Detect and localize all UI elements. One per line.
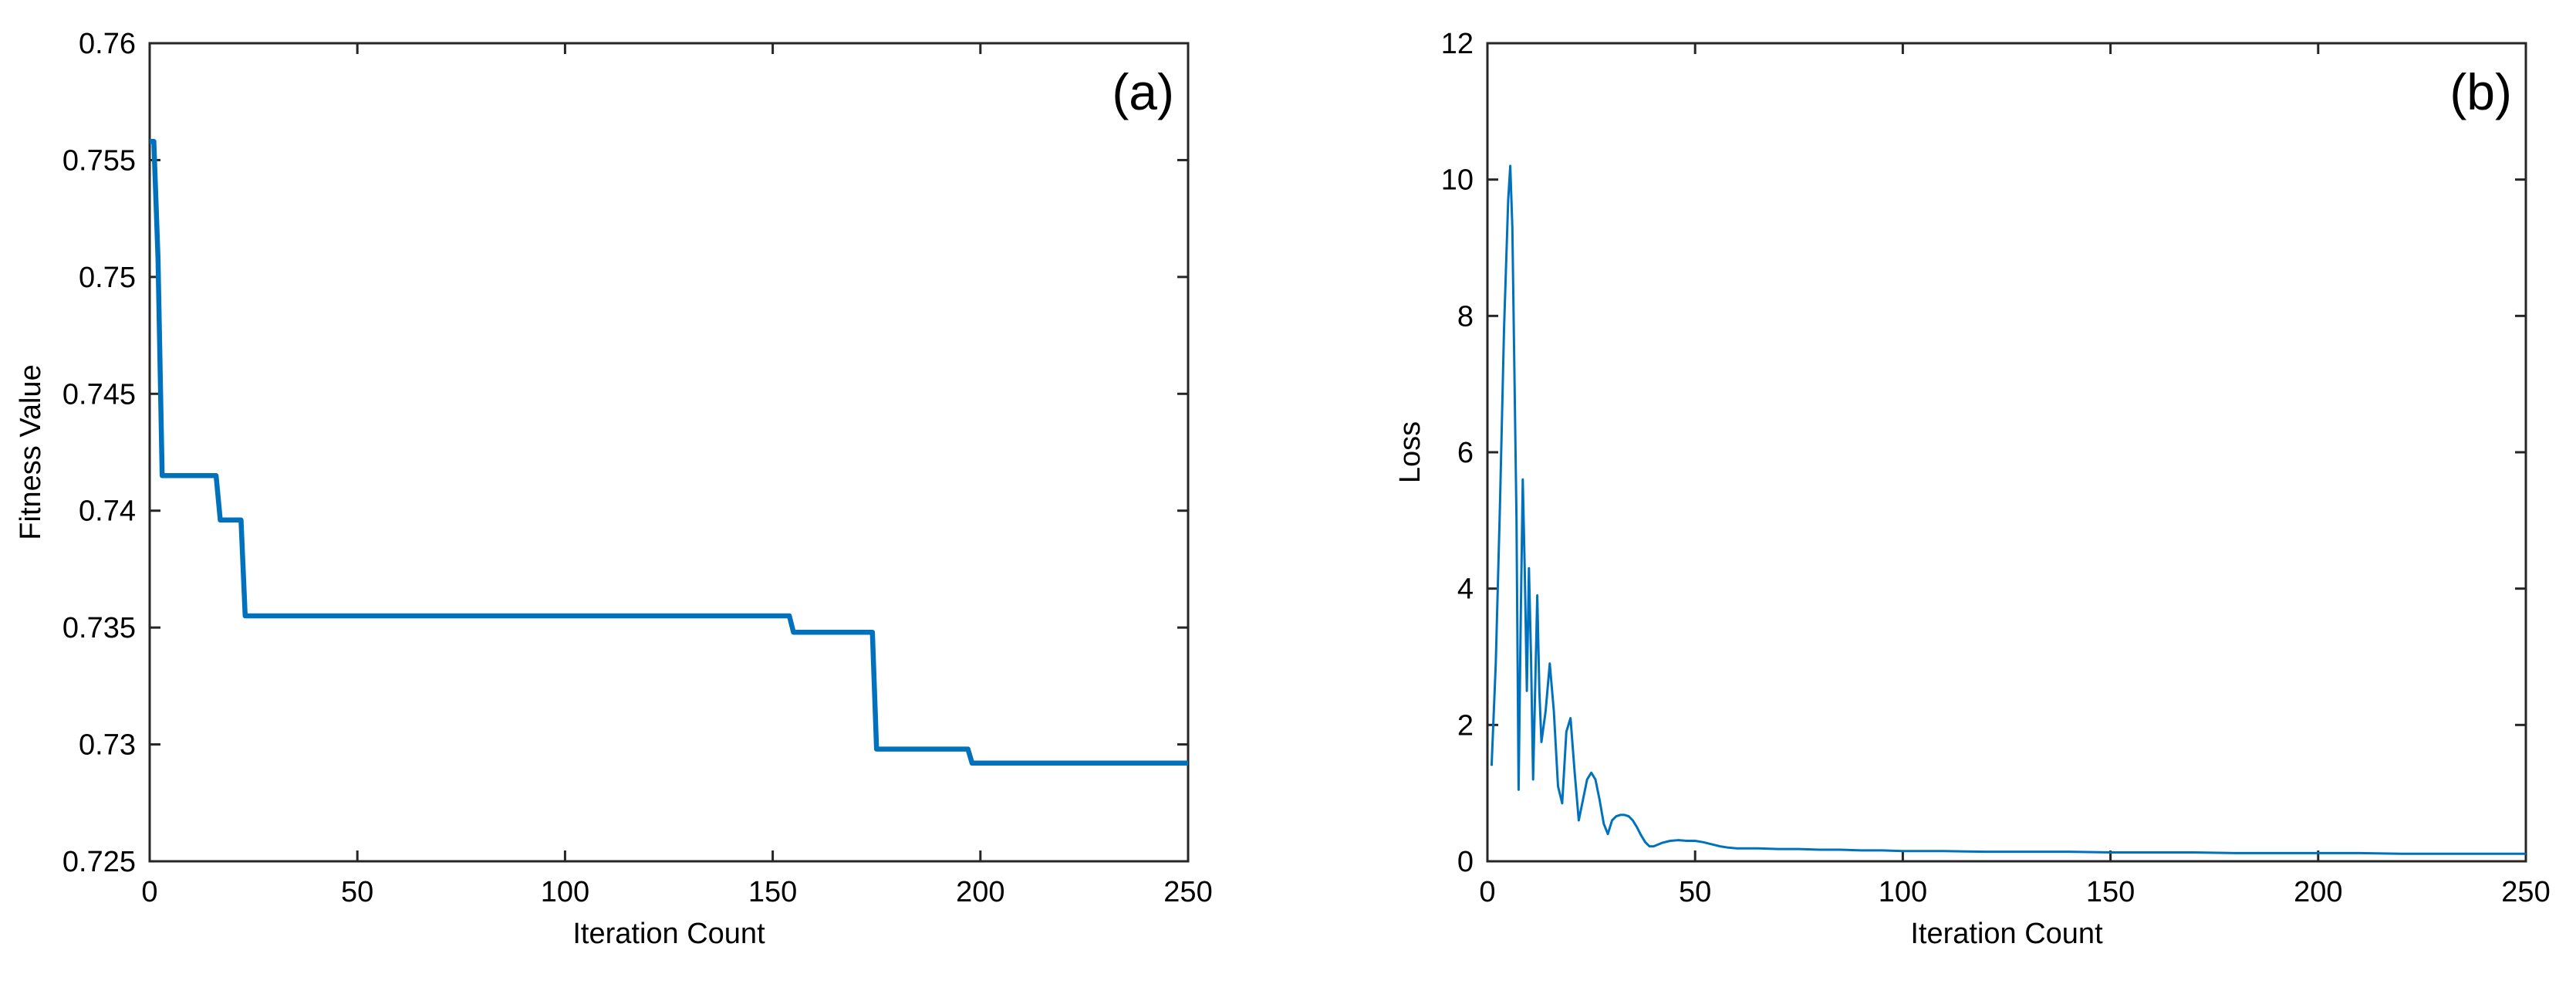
x-tick-label: 150 [2086, 876, 2135, 908]
y-tick-label: 0.725 [62, 846, 136, 878]
x-tick-label: 50 [1679, 876, 1711, 908]
y-axis-label-b: Loss [1394, 421, 1426, 483]
y-tick-label: 10 [1441, 164, 1474, 197]
x-tick-label: 100 [1879, 876, 1927, 908]
panel-label-a: (a) [1112, 63, 1174, 120]
x-tick-label: 250 [2501, 876, 2550, 908]
panel-b-loss-chart: 0 50 100 150 200 250 0 2 4 6 8 10 12 (b) Iteration … [1394, 28, 2551, 950]
x-axis-label-a: Iteration Count [572, 918, 765, 950]
y-tick-label: 2 [1457, 709, 1474, 742]
x-tick-label: 200 [2294, 876, 2342, 908]
x-tick-label: 0 [141, 876, 157, 908]
fitness-line [150, 138, 1188, 766]
y-tick-label: 0.735 [62, 612, 136, 644]
y-tick-label: 0.755 [62, 144, 136, 177]
y-tick-label: 0.74 [79, 495, 136, 528]
y-tick-label: 0.73 [79, 729, 136, 762]
plot-area-b [1486, 42, 2527, 863]
y-tick-label: 0.76 [79, 28, 136, 60]
plot-area-a [148, 42, 1190, 863]
panel-label-b: (b) [2449, 63, 2512, 120]
panel-a-fitness-chart: 0 50 100 150 200 250 0.725 0.73 0.735 0.74 0.745 0… [15, 28, 1213, 950]
y-tick-label: 8 [1457, 300, 1474, 333]
x-tick-label: 200 [956, 876, 1004, 908]
y-tick-label: 6 [1457, 437, 1474, 469]
y-axis-label-a: Fitness Value [15, 364, 47, 539]
y-tick-label: 0.745 [62, 378, 136, 411]
x-axis-label-b: Iteration Count [1910, 918, 2103, 950]
x-tick-label: 150 [748, 876, 797, 908]
x-tick-label: 250 [1163, 876, 1212, 908]
x-tick-label: 0 [1479, 876, 1495, 908]
loss-line [1490, 164, 2526, 855]
y-tick-label: 12 [1441, 28, 1474, 60]
x-tick-label: 50 [341, 876, 373, 908]
x-tick-label: 100 [541, 876, 589, 908]
y-tick-label: 0 [1457, 846, 1474, 878]
y-tick-label: 4 [1457, 573, 1474, 606]
y-tick-label: 0.75 [79, 262, 136, 294]
